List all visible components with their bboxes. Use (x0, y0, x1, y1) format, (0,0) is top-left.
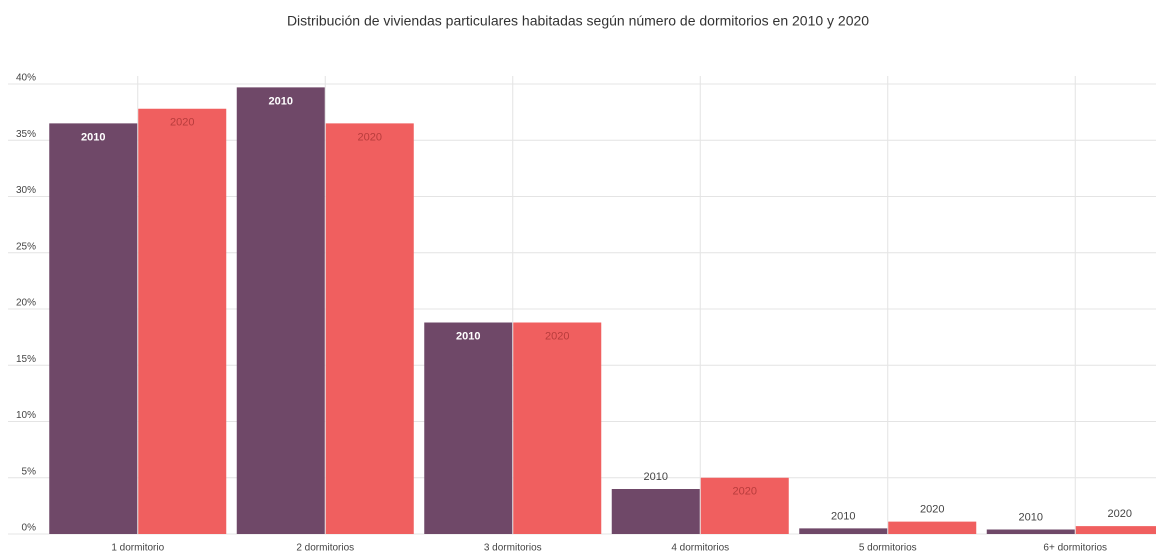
bar-label: 2020 (358, 131, 382, 143)
bar-label: 2020 (170, 117, 194, 129)
bar-label: 2020 (1108, 508, 1132, 520)
bar (799, 528, 888, 534)
bar (49, 123, 138, 534)
bar-label: 2010 (81, 131, 105, 143)
x-tick-label: 1 dormitorio (111, 543, 164, 554)
bar (138, 108, 227, 534)
x-tick-label: 5 dormitorios (859, 543, 917, 554)
bar (325, 123, 414, 534)
bar (986, 529, 1075, 534)
bar-label: 2010 (269, 95, 293, 107)
bar (888, 521, 977, 534)
y-tick-label: 30% (16, 185, 36, 196)
bar-label: 2020 (545, 330, 569, 342)
bar-label: 2010 (456, 330, 480, 342)
x-tick-label: 4 dormitorios (671, 543, 729, 554)
x-tick-label: 3 dormitorios (484, 543, 542, 554)
bar (700, 477, 789, 534)
bar (513, 322, 602, 534)
y-tick-label: 10% (16, 410, 36, 421)
chart-title: Distribución de viviendas particulares h… (287, 13, 869, 29)
x-tick-label: 2 dormitorios (296, 543, 354, 554)
bar-label: 2020 (733, 486, 757, 498)
y-tick-label: 25% (16, 241, 36, 252)
bar (424, 322, 513, 534)
x-tick-label: 6+ dormitorios (1043, 543, 1107, 554)
bar-label: 2010 (644, 471, 668, 483)
bar-label: 2020 (920, 504, 944, 516)
y-tick-label: 15% (16, 354, 36, 365)
bar (236, 87, 325, 534)
bar (1075, 526, 1156, 534)
bar-label: 2010 (831, 510, 855, 522)
y-tick-label: 5% (22, 466, 37, 477)
y-tick-label: 20% (16, 298, 36, 309)
y-tick-label: 0% (22, 523, 37, 534)
bar-label: 2010 (1019, 511, 1043, 523)
y-tick-label: 35% (16, 129, 36, 140)
y-tick-label: 40% (16, 73, 36, 84)
bar (611, 489, 700, 534)
